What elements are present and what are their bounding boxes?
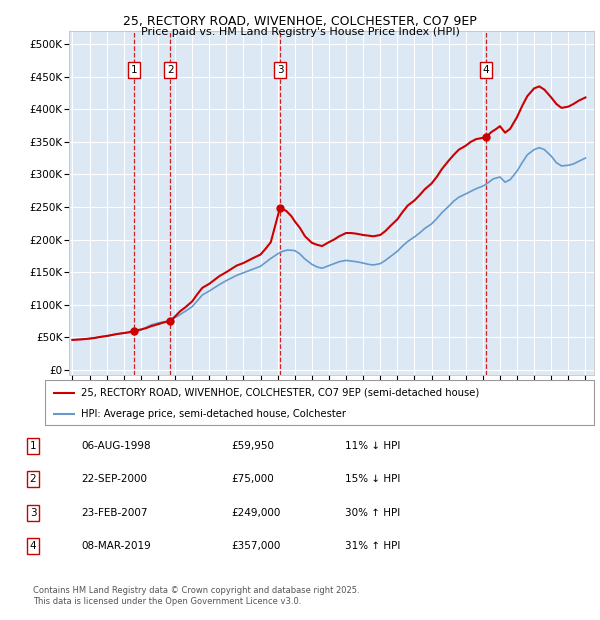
Text: Price paid vs. HM Land Registry's House Price Index (HPI): Price paid vs. HM Land Registry's House … [140,27,460,37]
Text: 23-FEB-2007: 23-FEB-2007 [81,508,148,518]
Text: 3: 3 [277,65,283,75]
Text: £357,000: £357,000 [231,541,280,551]
Text: 15% ↓ HPI: 15% ↓ HPI [345,474,400,484]
Text: 1: 1 [131,65,137,75]
Text: 25, RECTORY ROAD, WIVENHOE, COLCHESTER, CO7 9EP (semi-detached house): 25, RECTORY ROAD, WIVENHOE, COLCHESTER, … [80,388,479,397]
Text: 11% ↓ HPI: 11% ↓ HPI [345,441,400,451]
Text: 30% ↑ HPI: 30% ↑ HPI [345,508,400,518]
Text: 3: 3 [29,508,37,518]
Text: 22-SEP-2000: 22-SEP-2000 [81,474,147,484]
Text: 06-AUG-1998: 06-AUG-1998 [81,441,151,451]
Text: 08-MAR-2019: 08-MAR-2019 [81,541,151,551]
Text: £75,000: £75,000 [231,474,274,484]
Text: Contains HM Land Registry data © Crown copyright and database right 2025.
This d: Contains HM Land Registry data © Crown c… [33,585,359,606]
Text: HPI: Average price, semi-detached house, Colchester: HPI: Average price, semi-detached house,… [80,409,346,419]
Text: 25, RECTORY ROAD, WIVENHOE, COLCHESTER, CO7 9EP: 25, RECTORY ROAD, WIVENHOE, COLCHESTER, … [123,16,477,29]
Text: 4: 4 [29,541,37,551]
Text: 1: 1 [29,441,37,451]
Text: 31% ↑ HPI: 31% ↑ HPI [345,541,400,551]
Text: 4: 4 [482,65,489,75]
Text: £59,950: £59,950 [231,441,274,451]
Text: 2: 2 [167,65,173,75]
Text: £249,000: £249,000 [231,508,280,518]
Text: 2: 2 [29,474,37,484]
